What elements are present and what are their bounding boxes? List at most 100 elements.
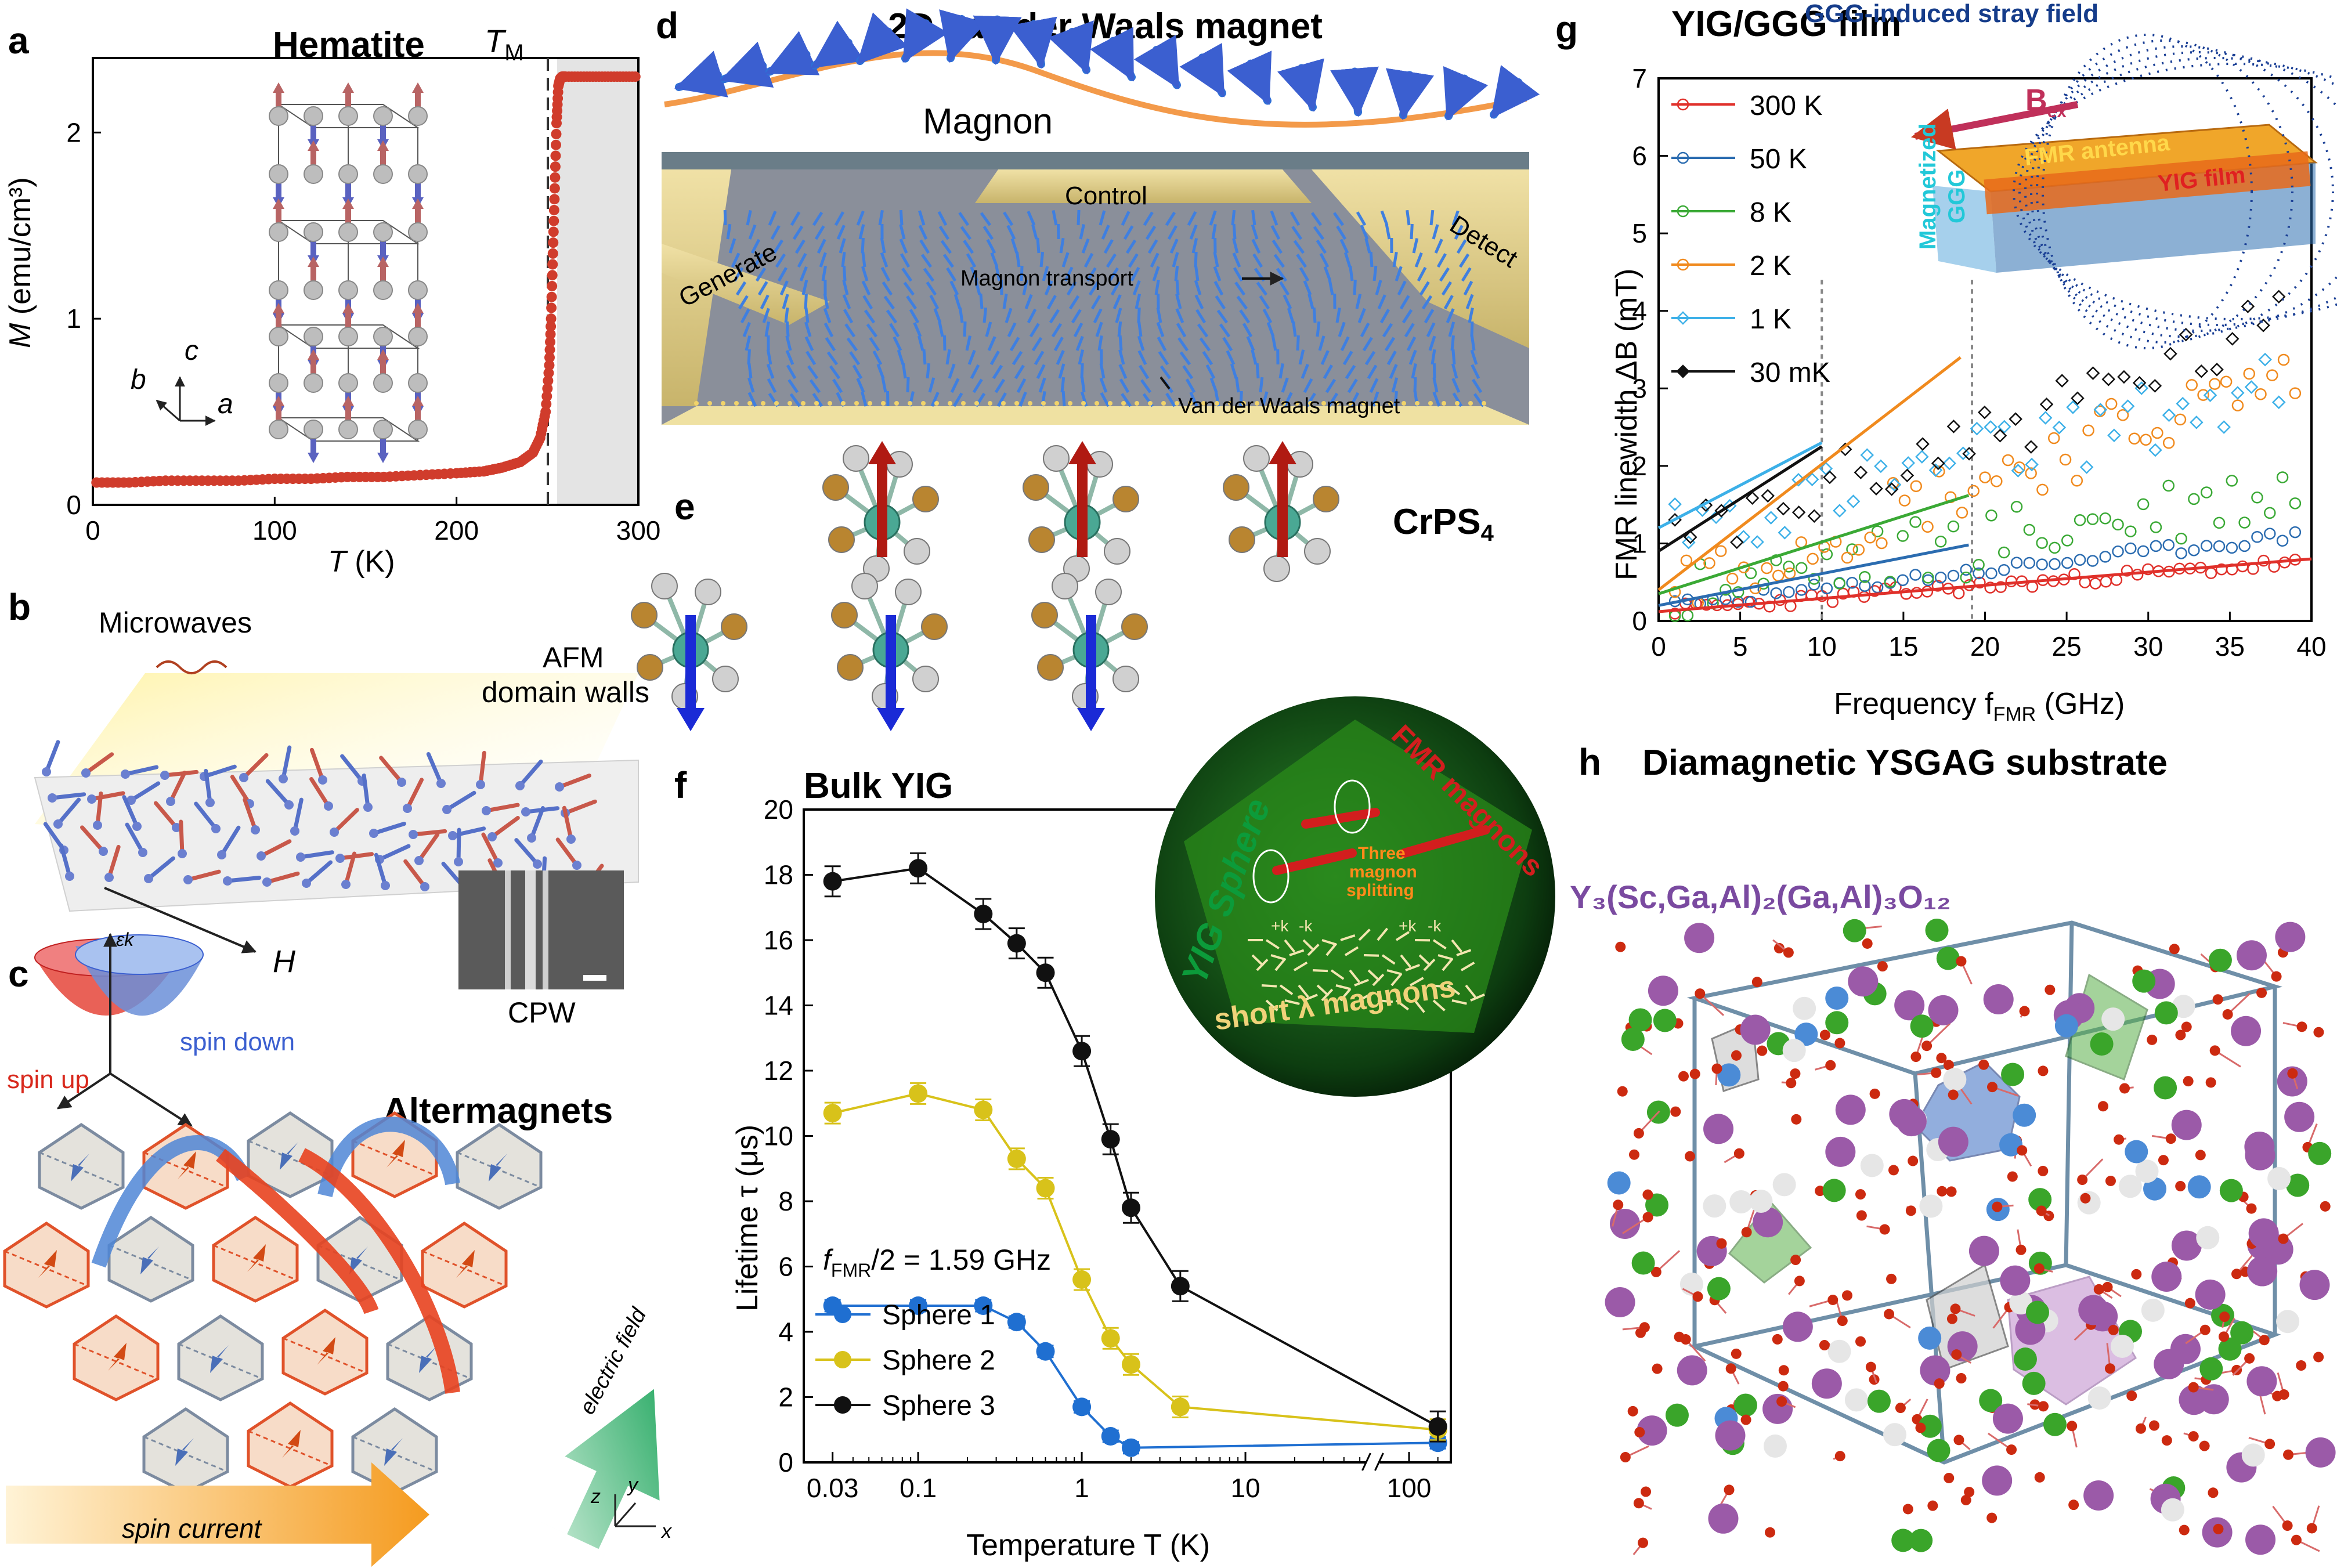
o-atom [1639,1322,1650,1333]
vdw-spin [735,281,747,296]
ga-atom [2230,1321,2254,1345]
afm-spin [146,856,175,881]
data-point [1036,1179,1055,1198]
wave-spin [1277,58,1324,112]
al-atom [2276,1310,2300,1334]
ggg-label-2: GGG [1944,169,1970,223]
o-atom [2179,1524,2190,1536]
afm-spin [445,790,476,812]
o-atom [2199,1324,2210,1335]
sphere-spin [1432,999,1446,1011]
o-atom [1790,1068,1801,1079]
vdw-spin [1239,309,1251,324]
vdw-spin [901,268,913,282]
s-atom [843,445,869,472]
o-atom [1778,1381,1789,1392]
vdw-spin [883,295,895,310]
data-point [1897,574,1909,586]
vdw-spin [726,223,732,240]
data-point [2179,327,2193,342]
o-atom [2104,1363,2115,1374]
data-point [2116,409,2129,421]
vdw-spin [876,363,885,379]
vdw-spin [1197,323,1209,338]
vdw-spin [843,309,854,324]
sphere-spin [1423,958,1436,971]
vdw-spin [1075,335,1084,351]
vdw-spin [841,251,846,268]
vdw-spin [801,280,808,295]
vdw-spin [1289,211,1301,226]
o-atom [2188,1382,2199,1393]
o-atom [2147,1034,2158,1045]
o-atom [1620,1452,1631,1463]
o-atom [1627,1406,1638,1417]
yellow-atom [1455,401,1460,406]
spin-site [369,829,378,838]
data-point [909,859,928,878]
afm-spin [50,792,86,800]
vdw-spin [1101,225,1110,240]
o-atom [1695,988,1706,999]
vdw-spin [807,365,819,380]
wave-spin [1386,68,1435,120]
afm-spin [484,803,520,813]
o-atom [2283,1449,2294,1460]
data-point [2148,443,2162,457]
series-line-2 [832,1092,1438,1431]
data-point [1726,572,1739,585]
svg-text:Three: Three [1358,844,1406,863]
o-atom [2264,1439,2275,1450]
data-point [548,205,559,216]
sphere-spin [1303,993,1318,1002]
afm-label-1: AFM [543,641,604,674]
afm-spin [405,778,424,811]
vdw-spin [966,253,977,268]
y-atom [1740,1014,1771,1045]
data-point [1720,584,1732,596]
y-tick-label: 3 [1632,373,1647,403]
data-point [550,150,561,161]
spin-site [482,806,491,815]
sphere-spin [1400,954,1411,968]
vdw-spin [1318,335,1325,351]
vdw-spin [804,307,810,323]
al-atom [2110,1334,2134,1358]
data-point [2055,374,2069,388]
o-atom [1908,1155,1919,1166]
y-atom [2284,1101,2315,1132]
vdw-spin [1323,364,1333,380]
yellow-atom [974,401,979,406]
afm-spin [555,837,579,868]
data-point [2200,540,2213,552]
o-atom [1740,1414,1751,1425]
data-point [1956,507,1968,519]
data-point [2023,557,2036,569]
sphere-spin [1349,969,1360,983]
spin-site [284,800,294,810]
plot-frame-a [92,57,640,506]
svg-text:x: x [660,1520,672,1542]
vdw-spin [864,309,876,324]
series-line-3 [832,867,1439,1428]
al-atom [2087,1386,2111,1410]
o-atom [1685,1151,1696,1162]
vdw-spin [1112,294,1122,309]
sphere-spin [1405,964,1421,971]
wave-spin [1330,66,1379,117]
vdw-spin [1291,226,1303,240]
sphere-spin [1265,999,1278,1011]
vdw-spin [777,267,788,282]
afm-spin [309,777,331,808]
spin-site [239,773,248,782]
vdw-spin [1093,308,1103,324]
data-point [1871,525,1884,537]
afm-spin [529,806,545,840]
yellow-atom [734,401,739,406]
legend-marker [834,1306,851,1323]
p-atom [1028,526,1055,553]
spin-site [132,822,142,831]
o-atom [1678,1071,1689,1082]
afm-spin [194,801,218,831]
o-atom [2199,1440,2210,1451]
